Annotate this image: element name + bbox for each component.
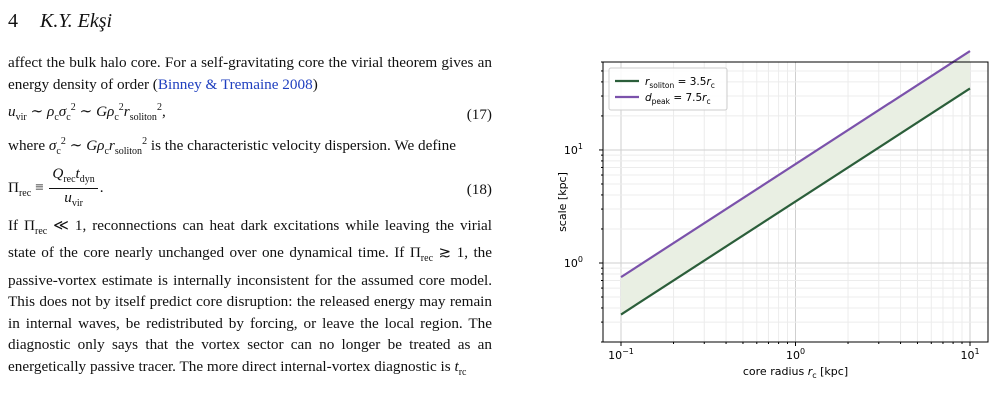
legend: rsoliton = 3.5rc dpeak = 7.5rc [608,67,728,111]
citation-link[interactable]: Binney & Tremaine 2008 [157,75,313,93]
y-tick-label: 101 [564,142,583,157]
x-tick-label: 10−1 [608,347,634,362]
equation-17: uvir ∼ ρcσc2 ∼ Gρc2rsoliton2, (17) [8,99,492,127]
equation-number-18: (18) [466,180,492,198]
running-author: K.Y. Ekşi [40,10,113,32]
legend-label: dpeak = 7.5rc [645,92,711,106]
page-number: 4 [8,10,18,32]
y-tick-label: 100 [564,255,583,270]
legend-label: rsoliton = 3.5rc [645,76,715,90]
equation-18: Πrec ≡ Qrectdyn uvir. (18) [8,165,492,210]
paragraph-criterion: If Πrec ≪ 1, reconnections can heat dark… [8,216,493,378]
x-tick-label: 100 [786,347,805,362]
shaded-band [621,51,970,315]
legend-box [608,67,728,111]
x-tick-label: 101 [960,347,979,362]
x-axis-label: core radius rc [kpc] [743,365,848,380]
equation-number-17: (17) [466,106,492,123]
paragraph-virial: affect the bulk halo core. For a self-gr… [8,54,492,93]
series-line-d-peak [620,50,971,279]
text-column: affect the bulk halo core. For a self-gr… [8,52,492,383]
y-axis-label: scale [kpc] [556,172,569,232]
series-line-r-soliton [620,87,971,316]
paragraph-dispersion: where σc2 ∼ Gρcrsoliton2 is the characte… [8,136,456,158]
page-header: 4 K.Y. Ekşi [8,10,112,33]
